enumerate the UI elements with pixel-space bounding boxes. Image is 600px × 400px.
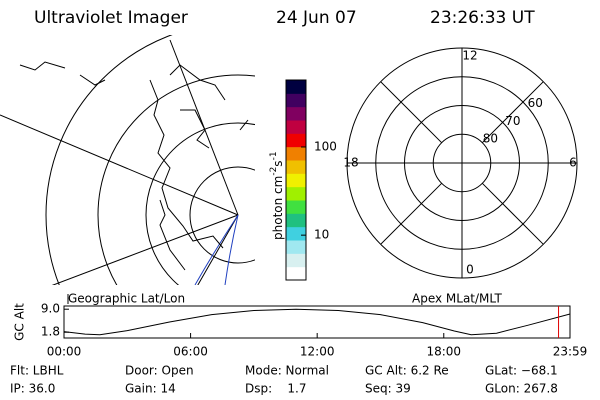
x-tick-label: 12:00 [300, 345, 335, 359]
colorbar-frame [285, 79, 307, 281]
status-field: Flt: LBHL [10, 364, 64, 378]
y-tick-label: 9.0 [41, 302, 60, 316]
mlt-label: 18 [343, 156, 358, 170]
x-tick-label: 23:59 [553, 345, 588, 359]
status-field: Gain: 14 [125, 382, 176, 396]
mlt-spoke [481, 182, 544, 245]
mlt-spoke [380, 182, 443, 245]
y-axis-label: GC Alt [13, 303, 27, 341]
status-field: GC Alt: 6.2 Re [365, 364, 449, 378]
mlat-label: 70 [505, 114, 520, 128]
x-tick-label: 18:00 [426, 345, 461, 359]
mlt-spoke [380, 81, 443, 144]
colorbar-label-part: photon cm [271, 176, 285, 240]
map [0, 35, 255, 285]
colorbar-segment [286, 133, 306, 148]
polar-label: Apex MLat/MLT [412, 292, 502, 306]
gc-alt-line [63, 308, 571, 336]
mlat-label: 60 [528, 96, 543, 110]
status-field: Mode: Normal [245, 364, 329, 378]
colorbar-segment [286, 106, 306, 121]
colorbar-label-part: -1 [269, 151, 279, 160]
colorbar-segment [286, 146, 306, 161]
colorbar-segment [286, 240, 306, 254]
colorbar-segment [286, 253, 306, 268]
colorbar-segment [286, 93, 306, 108]
colorbar-segment [286, 213, 306, 228]
colorbar-label: photon cm-2s-1 [269, 151, 285, 240]
colorbar-segment [286, 173, 306, 188]
colorbar-label-part: -2 [269, 167, 279, 176]
y-tick-label: 1.8 [41, 325, 60, 339]
status-field: GLat: −68.1 [485, 364, 558, 378]
colorbar-segment [286, 80, 306, 94]
status-field: Door: Open [125, 364, 194, 378]
colorbar-label-part: s [271, 160, 285, 166]
mlt-label: 0 [466, 263, 474, 277]
mlat-label: 80 [483, 132, 498, 146]
mlt-label: 12 [462, 49, 477, 63]
map-label: Geographic Lat/Lon [68, 292, 185, 306]
title: Ultraviolet Imager [34, 8, 188, 28]
status-field: IP: 36.0 [10, 382, 55, 396]
mlt-label: 6 [569, 156, 577, 170]
colorbar-tick-label: 10 [314, 228, 329, 242]
status-field: Dsp: 1.7 [245, 382, 307, 396]
colorbar-segment [286, 200, 306, 214]
x-tick-label: 00:00 [47, 345, 82, 359]
date: 24 Jun 07 [276, 8, 357, 28]
colorbar-tick-label: 100 [314, 139, 337, 153]
x-tick-label: 06:00 [173, 345, 208, 359]
colorbar-segment [286, 186, 306, 201]
colorbar-segment [286, 266, 306, 281]
status-field: Seq: 39 [365, 382, 411, 396]
colorbar-segment [286, 120, 306, 134]
time: 23:26:33 UT [430, 8, 535, 28]
colorbar-segment [286, 160, 306, 174]
status-field: GLon: 267.8 [485, 382, 558, 396]
colorbar-segment [286, 226, 306, 241]
mlt-spoke [481, 81, 544, 144]
